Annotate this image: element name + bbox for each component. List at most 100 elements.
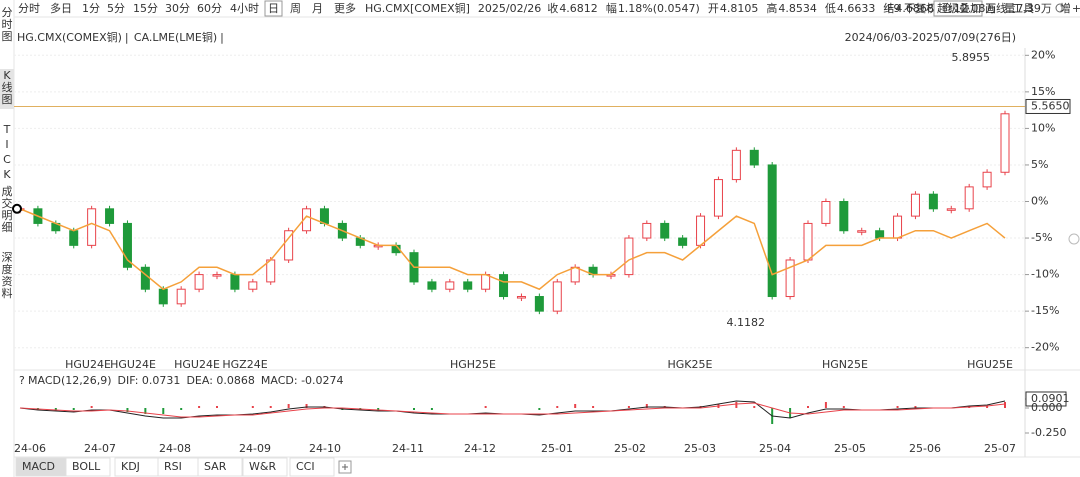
help-icon: ? — [19, 374, 25, 387]
quote-value: 4.8534 — [778, 2, 817, 15]
tab[interactable]: 更多 — [334, 1, 356, 15]
indicator-header: DEA: 0.0868 — [186, 374, 254, 387]
candle-body — [785, 259, 795, 298]
date-label: 24-11 — [392, 442, 424, 455]
indicator-tab[interactable]: SAR — [204, 460, 227, 473]
candle-body — [696, 215, 706, 246]
contract-label: HGN25E — [822, 358, 868, 371]
y-tick-label: 0.0901 — [1031, 392, 1070, 405]
date-label: 25-01 — [541, 442, 573, 455]
candle-body — [463, 281, 473, 290]
tab[interactable]: 15分 — [133, 2, 158, 15]
contract-label: HGU24E — [65, 358, 111, 371]
candle-body — [910, 193, 920, 217]
date-range: 2024/06/03-2025/07/09(276日) — [845, 31, 1016, 44]
date-label: 25-03 — [684, 442, 716, 455]
date-label: 25-07 — [984, 442, 1016, 455]
quote-key: 幅 — [606, 2, 617, 15]
separator: | — [220, 31, 224, 44]
tab[interactable]: 1分 — [82, 2, 100, 15]
y-tick-label: 10% — [1031, 121, 1055, 134]
candle-body — [570, 266, 580, 283]
quote-value: 1.18%(0.0547) — [618, 2, 700, 15]
indicator-header: MACD(12,26,9) — [28, 374, 112, 387]
tab-selected — [264, 0, 283, 17]
quote-key: 量 — [1004, 2, 1015, 15]
tab[interactable]: 30分 — [165, 2, 190, 15]
candle-body — [875, 230, 885, 239]
sidebar-tab[interactable]: K 线图 — [2, 69, 13, 106]
tab[interactable]: 5分 — [107, 2, 125, 15]
tab[interactable]: 60分 — [197, 2, 222, 15]
candle-body — [534, 296, 544, 312]
candle-body — [749, 149, 759, 166]
sidebar-tab[interactable]: 成交明细 — [2, 185, 13, 234]
start-marker — [12, 203, 22, 214]
reference-label-box — [1025, 98, 1071, 114]
quote-key: 开 — [708, 2, 719, 15]
quote-value: 12.08万 — [954, 2, 997, 15]
date-label: 24-09 — [239, 442, 271, 455]
candle-body — [839, 201, 849, 232]
quote-date: 2025/02/26 — [478, 2, 541, 15]
indicator-header: DIF: 0.0731 — [118, 374, 181, 387]
quote-key: 结 — [883, 2, 894, 15]
annotation: 5.8955 — [952, 51, 991, 64]
candle-body — [893, 215, 903, 239]
quote-value: 7.39万 — [1016, 2, 1052, 15]
indicator-tab[interactable]: MACD — [22, 460, 55, 473]
sidebar-tab[interactable]: 深度资料 — [2, 251, 13, 300]
indicator-tab[interactable]: W&R — [249, 460, 276, 473]
candle-body — [624, 237, 634, 276]
toolbar-button[interactable]: 工具 — [1012, 2, 1034, 15]
tab[interactable]: 多日 — [50, 1, 72, 15]
side-icon[interactable] — [1068, 233, 1080, 245]
contract-label: HGU25E — [967, 358, 1013, 371]
contract-label: HGH25E — [450, 358, 496, 371]
quote-value: 4.6868 — [895, 2, 934, 15]
overlay-line — [19, 208, 1006, 291]
y-tick-label: 20% — [1031, 48, 1055, 61]
tool-icon[interactable] — [1055, 3, 1065, 13]
candle-body — [69, 230, 79, 246]
candle-body — [1000, 113, 1010, 173]
candle-body — [642, 222, 652, 239]
overlay-second: CA.LME(LME铜) — [134, 30, 217, 44]
date-label: 24-12 — [464, 442, 496, 455]
candle-body — [230, 274, 240, 290]
toolbar-button[interactable]: 画线 — [985, 1, 1007, 15]
candle-body — [122, 222, 132, 268]
candle-body — [713, 179, 723, 217]
quote-value: 4.6633 — [837, 2, 876, 15]
toolbar-button[interactable]: 超级叠加 — [937, 1, 981, 15]
date-label: 25-04 — [759, 442, 791, 455]
candle-body — [266, 259, 276, 283]
y-tick-label: -20% — [1031, 341, 1059, 354]
tab[interactable]: 周 — [290, 2, 301, 15]
tab[interactable]: 分时 — [18, 2, 40, 15]
indicator-tab[interactable]: CCI — [296, 460, 315, 473]
indicator-tab[interactable]: BOLL — [72, 460, 101, 473]
tab[interactable]: 4小时 — [230, 2, 259, 15]
candle-body — [284, 230, 294, 261]
tab[interactable]: 日 — [268, 2, 279, 15]
sidebar-tab[interactable]: 分时图 — [2, 6, 13, 43]
quote-symbol: HG.CMX[COMEX铜] — [365, 1, 470, 15]
candle-body — [212, 274, 222, 277]
toolbar-button[interactable]: F9 — [887, 2, 900, 15]
tab[interactable]: 月 — [312, 2, 323, 15]
indicator-tab-bg — [242, 457, 288, 477]
candle-body — [319, 208, 329, 224]
value-box — [1025, 391, 1067, 407]
quote-value: +3916 — [1072, 2, 1080, 15]
indicator-tab[interactable]: RSI — [164, 460, 182, 473]
date-label: 24-10 — [309, 442, 341, 455]
quote-key: 高 — [766, 1, 777, 15]
add-icon — [342, 464, 348, 470]
candle-body — [857, 230, 867, 233]
candle-body — [821, 201, 831, 224]
indicator-tab[interactable]: KDJ — [121, 460, 140, 473]
toolbar-button[interactable]: 不复权 — [904, 1, 937, 15]
